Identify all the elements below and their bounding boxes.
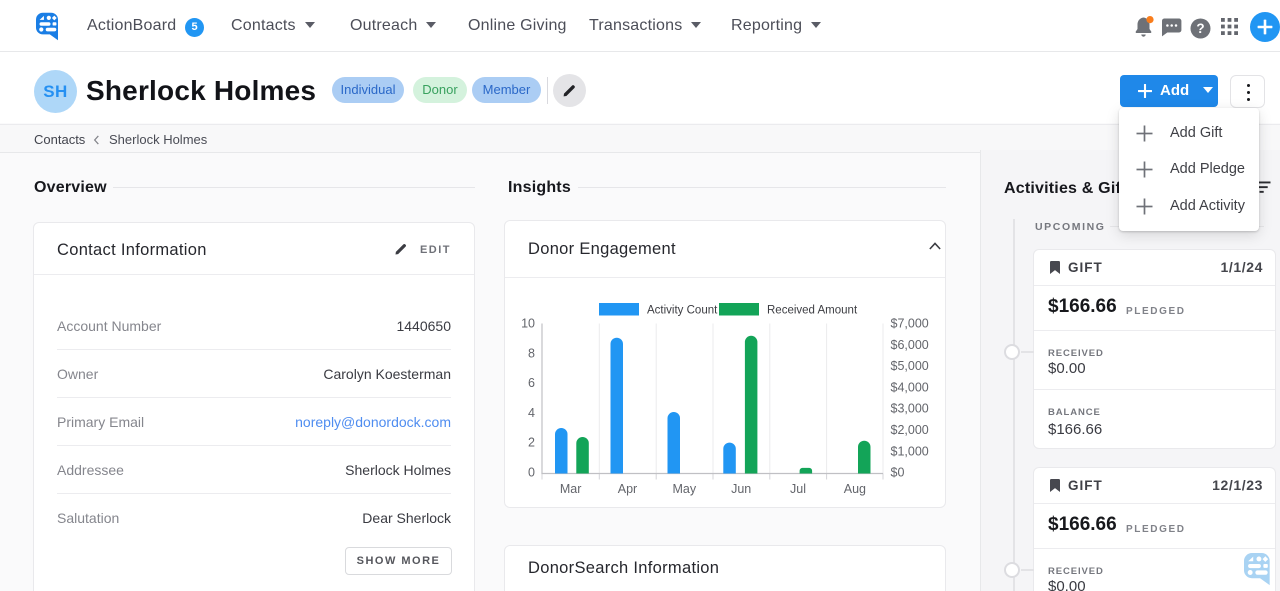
svg-text:$3,000: $3,000 [891,402,929,416]
svg-text:Mar: Mar [560,482,582,496]
svg-text:$0: $0 [891,466,905,480]
svg-text:Activity Count: Activity Count [647,305,718,317]
svg-text:$4,000: $4,000 [891,380,929,394]
svg-text:10: 10 [521,317,535,331]
svg-text:Jun: Jun [731,482,751,496]
svg-text:$6,000: $6,000 [891,338,929,352]
svg-text:$5,000: $5,000 [891,359,929,373]
svg-text:$1,000: $1,000 [891,444,929,458]
svg-text:8: 8 [528,346,535,360]
svg-text:Jul: Jul [790,482,806,496]
svg-text:Received Amount: Received Amount [767,305,858,317]
svg-text:$7,000: $7,000 [891,317,929,331]
svg-text:May: May [672,482,696,496]
svg-text:0: 0 [528,466,535,480]
svg-text:6: 6 [528,376,535,390]
svg-text:Apr: Apr [618,482,637,496]
svg-text:Aug: Aug [844,482,866,496]
svg-text:$2,000: $2,000 [891,423,929,437]
svg-text:2: 2 [528,436,535,450]
svg-text:4: 4 [528,406,535,420]
svg-text:?: ? [1196,21,1204,36]
